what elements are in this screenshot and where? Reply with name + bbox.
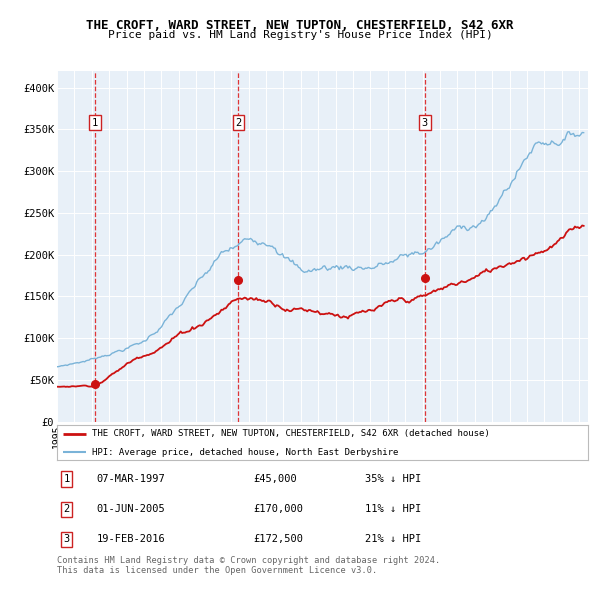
Text: 07-MAR-1997: 07-MAR-1997 xyxy=(97,474,166,484)
Text: £45,000: £45,000 xyxy=(253,474,297,484)
Text: £170,000: £170,000 xyxy=(253,504,304,514)
Text: 11% ↓ HPI: 11% ↓ HPI xyxy=(365,504,421,514)
Text: This data is licensed under the Open Government Licence v3.0.: This data is licensed under the Open Gov… xyxy=(57,566,377,575)
Text: 3: 3 xyxy=(64,535,70,544)
Text: HPI: Average price, detached house, North East Derbyshire: HPI: Average price, detached house, Nort… xyxy=(92,448,398,457)
Text: 3: 3 xyxy=(422,117,428,127)
Text: 21% ↓ HPI: 21% ↓ HPI xyxy=(365,535,421,544)
Text: £172,500: £172,500 xyxy=(253,535,304,544)
Text: 1: 1 xyxy=(92,117,98,127)
Text: 2: 2 xyxy=(64,504,70,514)
Text: Price paid vs. HM Land Registry's House Price Index (HPI): Price paid vs. HM Land Registry's House … xyxy=(107,30,493,40)
Text: 35% ↓ HPI: 35% ↓ HPI xyxy=(365,474,421,484)
Text: 01-JUN-2005: 01-JUN-2005 xyxy=(97,504,166,514)
Text: THE CROFT, WARD STREET, NEW TUPTON, CHESTERFIELD, S42 6XR (detached house): THE CROFT, WARD STREET, NEW TUPTON, CHES… xyxy=(92,429,489,438)
Text: THE CROFT, WARD STREET, NEW TUPTON, CHESTERFIELD, S42 6XR: THE CROFT, WARD STREET, NEW TUPTON, CHES… xyxy=(86,19,514,32)
Text: 19-FEB-2016: 19-FEB-2016 xyxy=(97,535,166,544)
Text: Contains HM Land Registry data © Crown copyright and database right 2024.: Contains HM Land Registry data © Crown c… xyxy=(57,556,440,565)
Text: 1: 1 xyxy=(64,474,70,484)
Text: 2: 2 xyxy=(235,117,242,127)
